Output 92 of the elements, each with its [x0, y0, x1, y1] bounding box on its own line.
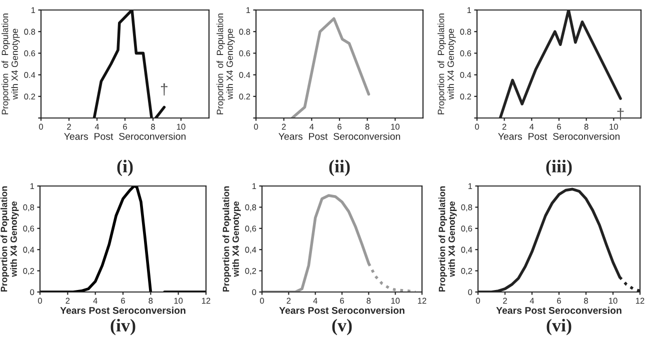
x-tick-label: 8 [584, 298, 588, 304]
y-tick-label: 0 [30, 289, 34, 296]
x-tick-label: 10 [609, 298, 618, 304]
x-tick-label: 10 [177, 124, 186, 130]
text: (ii) [329, 160, 350, 176]
x-tick-label: 8 [365, 124, 370, 130]
x-tick-label: 0 [476, 298, 480, 304]
x-axis-title: Years Post Seroconversion [278, 132, 400, 140]
x-tick-label: 6 [340, 298, 344, 304]
y-tick-label: 0,2 [461, 268, 472, 275]
y-tick-label: 0,2 [23, 268, 34, 275]
y-tick-label: 1 [31, 7, 36, 14]
x-tick-label: 4 [530, 298, 534, 304]
y-tick-label: 0,4 [245, 246, 256, 254]
y-tick-label: 0,6 [461, 226, 472, 232]
x-tick-label: 2 [66, 298, 70, 304]
y-tick-label: 1 [468, 183, 472, 190]
y-tick-label: 0,6 [245, 226, 256, 232]
y-tick-label: 1 [467, 7, 472, 14]
y-tick-label: 0.2 [460, 94, 472, 100]
x-tick-label: 4 [530, 124, 534, 130]
y-tick-label: 0.8 [24, 28, 36, 35]
x-axis-title: Years Post Seroconversion [60, 306, 186, 314]
x-tick-label: 6 [123, 124, 127, 130]
x-tick-label: 10 [174, 298, 183, 304]
y-tick-label: 0,8 [461, 204, 472, 212]
y-tick-label: 0,4 [461, 246, 472, 254]
y-axis-title: Proportion of Population with X4 Genotype [0, 186, 19, 292]
x-tick-label: 2 [67, 124, 71, 130]
y-axis-title: Proportion of Population with X4 Genotype [438, 14, 456, 114]
text: (iii) [546, 160, 572, 176]
y-tick-label: 0 [252, 289, 256, 296]
y-tick-label: 0.6 [460, 50, 472, 56]
y-tick-label: 0,8 [23, 204, 34, 212]
y-tick-label: 0,2 [245, 268, 256, 275]
x-tick-label: 2 [282, 124, 286, 130]
x-tick-label: 10 [610, 124, 618, 130]
x-axis-title: Years Post Seroconversion [279, 306, 404, 314]
y-tick-label: 0.4 [239, 72, 250, 78]
y-tick-label: 0.4 [460, 72, 472, 78]
x-tick-label: 10 [391, 298, 400, 304]
y-tick-label: 0.8 [460, 28, 472, 35]
y-tick-label: 1 [252, 183, 256, 190]
y-tick-label: 0.8 [239, 28, 250, 35]
x-tick-label: 10 [391, 124, 400, 130]
y-tick-label: 0,6 [23, 226, 34, 232]
annotation: † [617, 108, 624, 120]
x-tick-label: 8 [366, 298, 371, 304]
text: (i) [117, 160, 133, 176]
y-axis-title: Proportion of Population with X4 Genotype [216, 14, 235, 114]
x-tick-label: 4 [93, 298, 98, 304]
y-tick-label: 1 [246, 7, 250, 14]
x-tick-label: 2 [286, 298, 291, 304]
x-axis-title: Years Post Seroconversion [498, 132, 620, 140]
x-tick-label: 2 [502, 124, 506, 130]
x-tick-label: 0 [38, 298, 42, 304]
text: (iv) [110, 318, 136, 336]
x-tick-label: 8 [148, 298, 153, 304]
y-tick-label: 0.6 [24, 50, 36, 56]
x-tick-label: 4 [94, 124, 100, 130]
x-tick-label: 0 [260, 298, 264, 304]
x-tick-label: 8 [151, 124, 155, 130]
x-tick-label: 8 [584, 124, 588, 130]
x-tick-label: 12 [202, 298, 210, 304]
x-tick-label: 0 [39, 124, 43, 130]
y-axis-title: Proportion of Population with X4 Genotype [2, 14, 20, 114]
y-tick-label: 0.2 [24, 94, 36, 100]
x-tick-label: 12 [636, 298, 644, 304]
text: (vi) [546, 318, 572, 336]
line-series [290, 17, 370, 118]
annotation: † [160, 83, 168, 96]
x-tick-label: 2 [503, 298, 507, 304]
y-tick-label: 0.4 [24, 72, 36, 78]
y-tick-label: 1 [30, 183, 34, 190]
y-tick-label: 0 [468, 289, 472, 296]
x-tick-label: 6 [557, 298, 561, 304]
x-tick-label: 6 [121, 298, 125, 304]
x-tick-label: 0 [475, 124, 479, 130]
x-tick-label: 4 [313, 298, 318, 304]
x-tick-label: 4 [310, 124, 314, 130]
x-axis-title: Years Post Seroconversion [64, 132, 186, 140]
x-tick-label: 6 [338, 124, 342, 130]
x-tick-label: 6 [557, 124, 561, 130]
y-axis-title: Proportion of Population with X4 Genotype [438, 186, 457, 292]
y-tick-label: 0.2 [239, 94, 250, 100]
x-tick-label: 12 [418, 298, 426, 304]
text: (v) [332, 318, 352, 336]
y-tick-label: 0,8 [245, 204, 256, 212]
y-axis-title: Proportion of Population with X4 Genotype [222, 186, 241, 292]
y-tick-label: 0.6 [239, 50, 250, 56]
y-tick-label: 0,4 [23, 246, 34, 254]
x-axis-title: Years Post Seroconversion [496, 306, 622, 314]
